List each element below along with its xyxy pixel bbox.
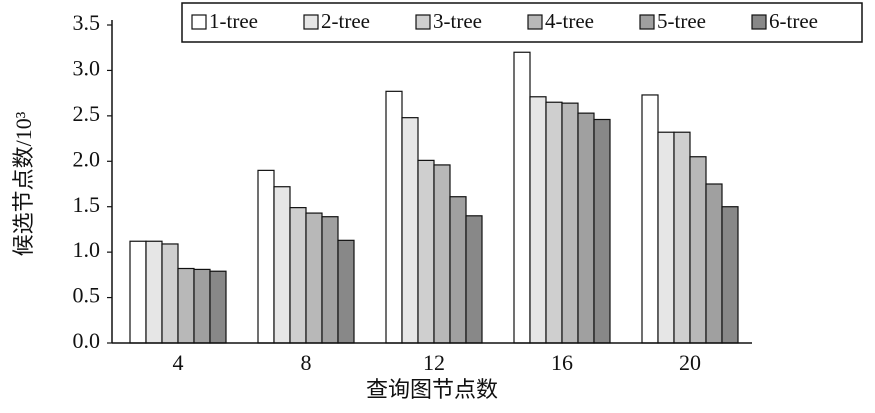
x-tick-label: 4 [173,350,184,375]
x-tick-label: 8 [301,350,312,375]
bar [401,117,419,344]
x-axis-label: 查询图节点数 [366,377,498,402]
y-tick-label: 2.5 [73,101,101,126]
legend-label: 2-tree [321,9,370,33]
bar [545,101,563,344]
bar [417,159,435,344]
bar [321,216,339,344]
bar [433,164,451,344]
bar [305,212,323,344]
bar [593,118,611,344]
bar [641,94,659,344]
legend-label: 1-tree [209,9,258,33]
y-tick-label: 3.5 [73,10,101,35]
bar [145,240,163,344]
x-tick-label: 20 [679,350,701,375]
y-tick-label: 2.0 [73,146,101,171]
legend-swatch [191,14,207,30]
legend-label: 3-tree [433,9,482,33]
bar [577,112,595,344]
y-tick-label: 3.0 [73,55,101,80]
bar [129,240,147,344]
bar [465,215,483,344]
bar [449,196,467,344]
x-tick-label: 12 [423,350,445,375]
bar [705,183,723,344]
legend-swatch [639,14,655,30]
bar [289,207,307,344]
bar [193,268,211,344]
legend-swatch [527,14,543,30]
legend-swatch [751,14,767,30]
bar [337,239,355,344]
bar [257,169,275,344]
bar [529,96,547,344]
bar [161,243,179,344]
bar [209,270,227,344]
bar [673,131,691,344]
bar [273,186,291,344]
bar [561,102,579,344]
bar [177,267,195,344]
y-tick-label: 0.5 [73,283,101,308]
legend-swatch [303,14,319,30]
y-tick-label: 1.0 [73,237,101,262]
bar [721,206,739,344]
x-tick-label: 16 [551,350,573,375]
legend-label: 5-tree [657,9,706,33]
legend-box [181,2,863,43]
y-axis-label: 候选节点数/10³ [11,111,36,256]
legend-label: 4-tree [545,9,594,33]
legend-swatch [415,14,431,30]
bar [657,131,675,344]
legend-label: 6-tree [769,9,818,33]
y-tick-label: 1.5 [73,192,101,217]
bar [385,90,403,344]
bar [513,51,531,344]
y-tick-label: 0.0 [73,328,101,353]
bar [689,156,707,344]
